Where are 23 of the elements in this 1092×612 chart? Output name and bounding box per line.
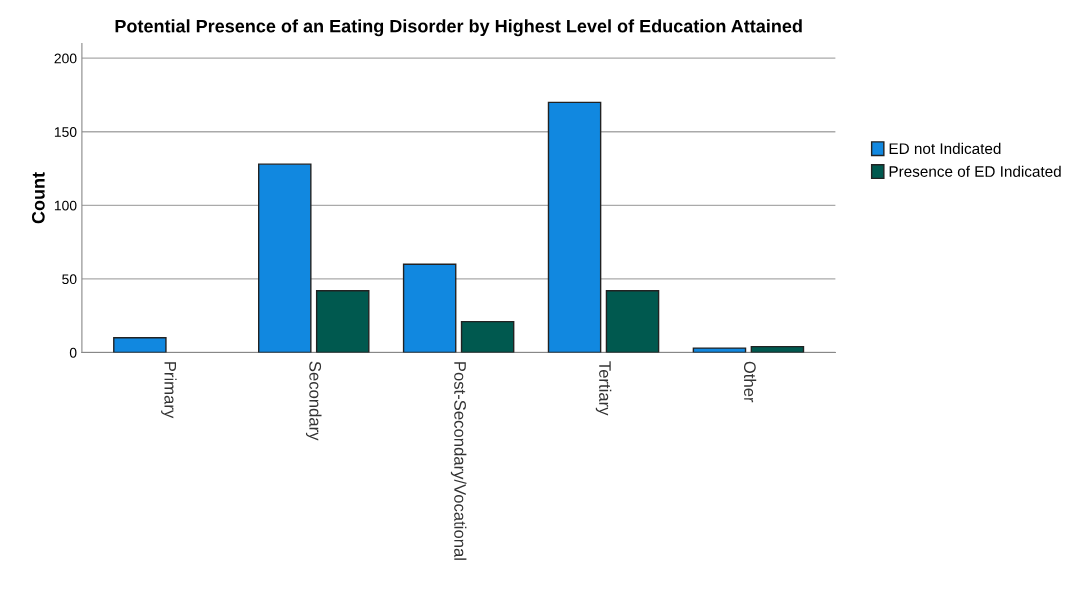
legend-label: ED not Indicated (889, 142, 1001, 155)
bar (402, 263, 457, 353)
x-tick-label: Other (743, 361, 757, 403)
y-tick-label: 0 (69, 347, 77, 358)
y-tick-label: 100 (54, 200, 77, 211)
x-tick-label: Secondary (305, 361, 322, 441)
y-tick-label: 50 (62, 274, 77, 285)
bar (113, 337, 167, 353)
bar (692, 347, 747, 353)
y-tick-label: 200 (54, 53, 77, 64)
x-tick-label: Post-Secondary/Vocational (450, 362, 467, 560)
y-axis-title: Count (31, 172, 45, 224)
y-tick-label: 150 (54, 127, 77, 137)
bar (547, 101, 602, 353)
bar (605, 290, 660, 353)
chart-title: Potential Presence of an Eating Disorder by Highest Level of Education Attained (115, 19, 802, 37)
bar (460, 320, 515, 353)
legend-label: Presence of ED Indicated (889, 165, 1061, 177)
bar (750, 345, 805, 353)
x-tick-label: Tertiary (595, 361, 612, 416)
bar (257, 163, 312, 353)
bar (315, 290, 370, 353)
x-tick-label: Primary (161, 362, 177, 419)
